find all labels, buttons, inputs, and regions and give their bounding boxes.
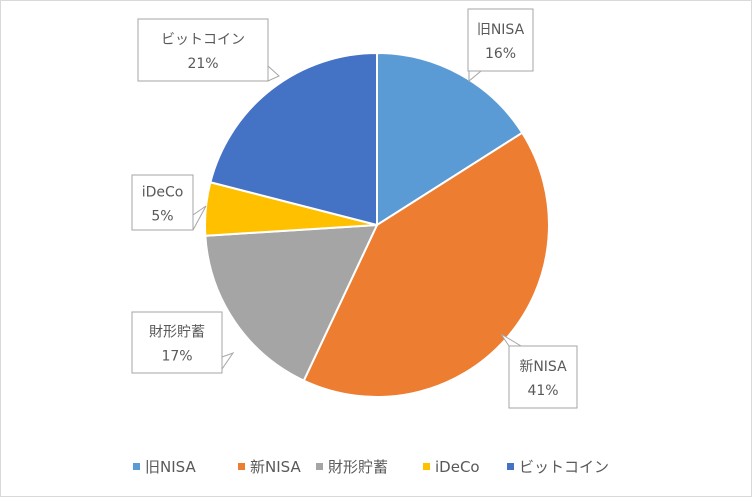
data-label-value: 21% <box>187 56 218 72</box>
callout-pointer <box>500 333 523 347</box>
data-label-value: 5% <box>151 209 173 225</box>
callout-pointer <box>221 351 235 371</box>
callout-ideco: iDeCo 5% <box>131 174 207 231</box>
pie-slices <box>204 51 550 398</box>
legend-item-ideco: iDeCo <box>423 458 480 476</box>
legend-label: ビットコイン <box>519 458 609 476</box>
data-label-category: 旧NISA <box>477 22 525 38</box>
legend-swatch <box>507 463 514 470</box>
legend-label: iDeCo <box>435 458 480 476</box>
legend-item-zaikei-savings: 財形貯蓄 <box>316 458 388 476</box>
callout-box <box>131 174 194 231</box>
legend-swatch <box>423 463 430 470</box>
legend-swatch <box>238 463 245 470</box>
data-label-callouts: 旧NISA 16% 新NISA 41% 財形貯蓄 17% iDeCo 5% ビットコイン 21% <box>131 8 578 409</box>
legend-swatch <box>316 463 323 470</box>
callout-box <box>137 18 269 82</box>
pie-slice-zaikei-savings <box>204 223 379 382</box>
legend-label: 財形貯蓄 <box>328 458 388 476</box>
legend-label: 新NISA <box>250 458 301 476</box>
data-label-category: 財形貯蓄 <box>149 325 205 341</box>
data-label-value: 16% <box>485 46 516 62</box>
callout-pointer <box>468 70 483 83</box>
callout-old-nisa: 旧NISA 16% <box>467 8 534 83</box>
legend-item-new-nisa: 新NISA <box>238 458 301 476</box>
callout-bitcoin: ビットコイン 21% <box>137 18 280 82</box>
callout-box <box>508 345 578 409</box>
data-label-category: ビットコイン <box>161 32 245 48</box>
legend-item-old-nisa: 旧NISA <box>133 458 196 476</box>
callout-pointer <box>192 205 207 231</box>
callout-zaikei-savings: 財形貯蓄 17% <box>131 311 235 374</box>
callout-box <box>131 311 223 374</box>
data-label-value: 17% <box>161 349 192 365</box>
callout-box <box>467 8 534 72</box>
legend: 旧NISA 新NISA 財形貯蓄 iDeCo ビットコイン <box>133 458 609 476</box>
data-label-category: 新NISA <box>519 359 567 375</box>
data-label-value: 41% <box>527 383 558 399</box>
data-label-category: iDeCo <box>142 185 184 201</box>
pie-slice-old-nisa <box>376 51 524 227</box>
callout-new-nisa: 新NISA 41% <box>500 333 578 409</box>
callout-pointer <box>267 64 280 82</box>
legend-item-bitcoin: ビットコイン <box>507 458 609 476</box>
pie-slice-bitcoin <box>209 51 378 227</box>
legend-label: 旧NISA <box>145 458 196 476</box>
legend-swatch <box>133 463 140 470</box>
